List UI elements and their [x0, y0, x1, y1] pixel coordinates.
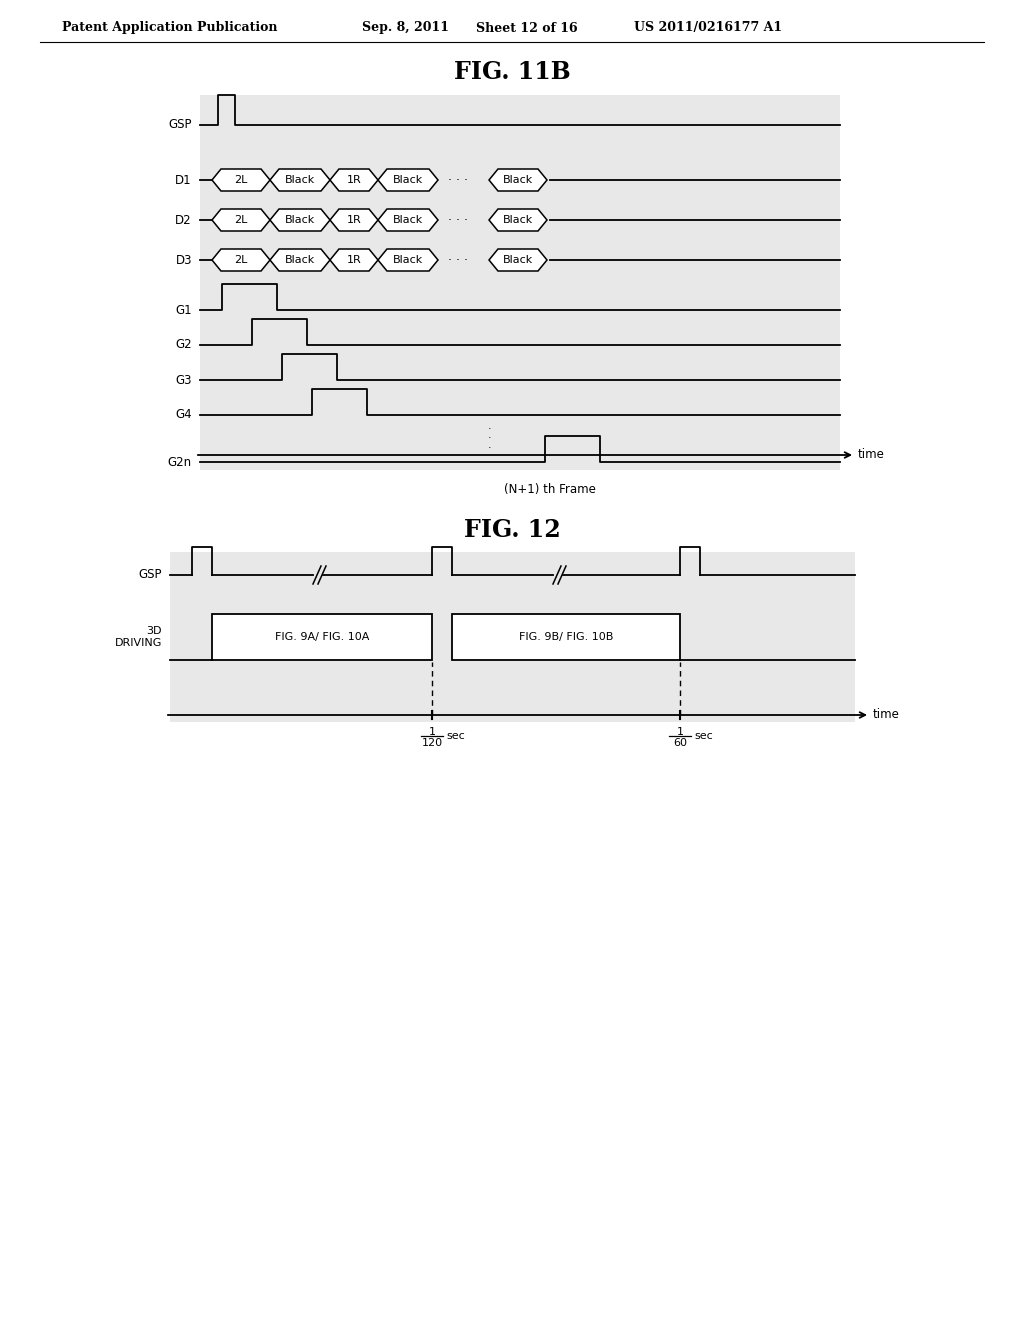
Text: FIG. 11B: FIG. 11B	[454, 59, 570, 84]
Text: Black: Black	[503, 215, 534, 224]
Text: G3: G3	[175, 374, 193, 387]
Text: Patent Application Publication: Patent Application Publication	[62, 21, 278, 34]
Text: GSP: GSP	[138, 569, 162, 582]
Polygon shape	[489, 169, 547, 191]
Text: FIG. 9B/ FIG. 10B: FIG. 9B/ FIG. 10B	[519, 632, 613, 642]
Polygon shape	[270, 249, 330, 271]
Text: GSP: GSP	[169, 119, 193, 132]
Text: Sep. 8, 2011: Sep. 8, 2011	[362, 21, 449, 34]
Text: FIG. 9A/ FIG. 10A: FIG. 9A/ FIG. 10A	[274, 632, 370, 642]
Text: Black: Black	[503, 176, 534, 185]
Bar	[452, 614, 680, 660]
Text: G2: G2	[175, 338, 193, 351]
Text: 1: 1	[428, 727, 435, 737]
Polygon shape	[378, 249, 438, 271]
Polygon shape	[212, 209, 270, 231]
Text: ·
·
·: · · ·	[488, 424, 492, 453]
Text: 60: 60	[673, 738, 687, 748]
Text: · · ·: · · ·	[449, 214, 468, 227]
Bar	[212, 614, 432, 660]
Text: 3D
DRIVING: 3D DRIVING	[115, 626, 162, 648]
Text: time: time	[873, 709, 900, 722]
Text: Black: Black	[285, 215, 315, 224]
Text: 1R: 1R	[347, 176, 361, 185]
Text: 2L: 2L	[234, 176, 248, 185]
Text: Black: Black	[393, 215, 423, 224]
Text: 2L: 2L	[234, 255, 248, 265]
Text: G4: G4	[175, 408, 193, 421]
Text: G2n: G2n	[168, 455, 193, 469]
Polygon shape	[212, 249, 270, 271]
Text: D3: D3	[175, 253, 193, 267]
Text: (N+1) th Frame: (N+1) th Frame	[504, 483, 596, 496]
Text: Black: Black	[285, 255, 315, 265]
Polygon shape	[489, 249, 547, 271]
Text: US 2011/0216177 A1: US 2011/0216177 A1	[634, 21, 782, 34]
Text: sec: sec	[446, 731, 465, 741]
Text: 2L: 2L	[234, 215, 248, 224]
Polygon shape	[330, 209, 378, 231]
Text: G1: G1	[175, 304, 193, 317]
Text: 1R: 1R	[347, 215, 361, 224]
Text: D2: D2	[175, 214, 193, 227]
Polygon shape	[270, 209, 330, 231]
Text: Black: Black	[393, 255, 423, 265]
Text: Black: Black	[503, 255, 534, 265]
Polygon shape	[378, 209, 438, 231]
Polygon shape	[378, 169, 438, 191]
Text: · · ·: · · ·	[449, 173, 468, 186]
Text: FIG. 12: FIG. 12	[464, 517, 560, 543]
Text: Black: Black	[285, 176, 315, 185]
Text: Black: Black	[393, 176, 423, 185]
Polygon shape	[489, 209, 547, 231]
Polygon shape	[330, 249, 378, 271]
Text: 120: 120	[422, 738, 442, 748]
Text: time: time	[858, 449, 885, 462]
Text: · · ·: · · ·	[449, 253, 468, 267]
Polygon shape	[330, 169, 378, 191]
Text: sec: sec	[694, 731, 713, 741]
Polygon shape	[270, 169, 330, 191]
Polygon shape	[212, 169, 270, 191]
Text: Sheet 12 of 16: Sheet 12 of 16	[476, 21, 578, 34]
Text: 1: 1	[677, 727, 683, 737]
Text: D1: D1	[175, 173, 193, 186]
FancyBboxPatch shape	[170, 552, 855, 722]
FancyBboxPatch shape	[200, 95, 840, 470]
Text: 1R: 1R	[347, 255, 361, 265]
